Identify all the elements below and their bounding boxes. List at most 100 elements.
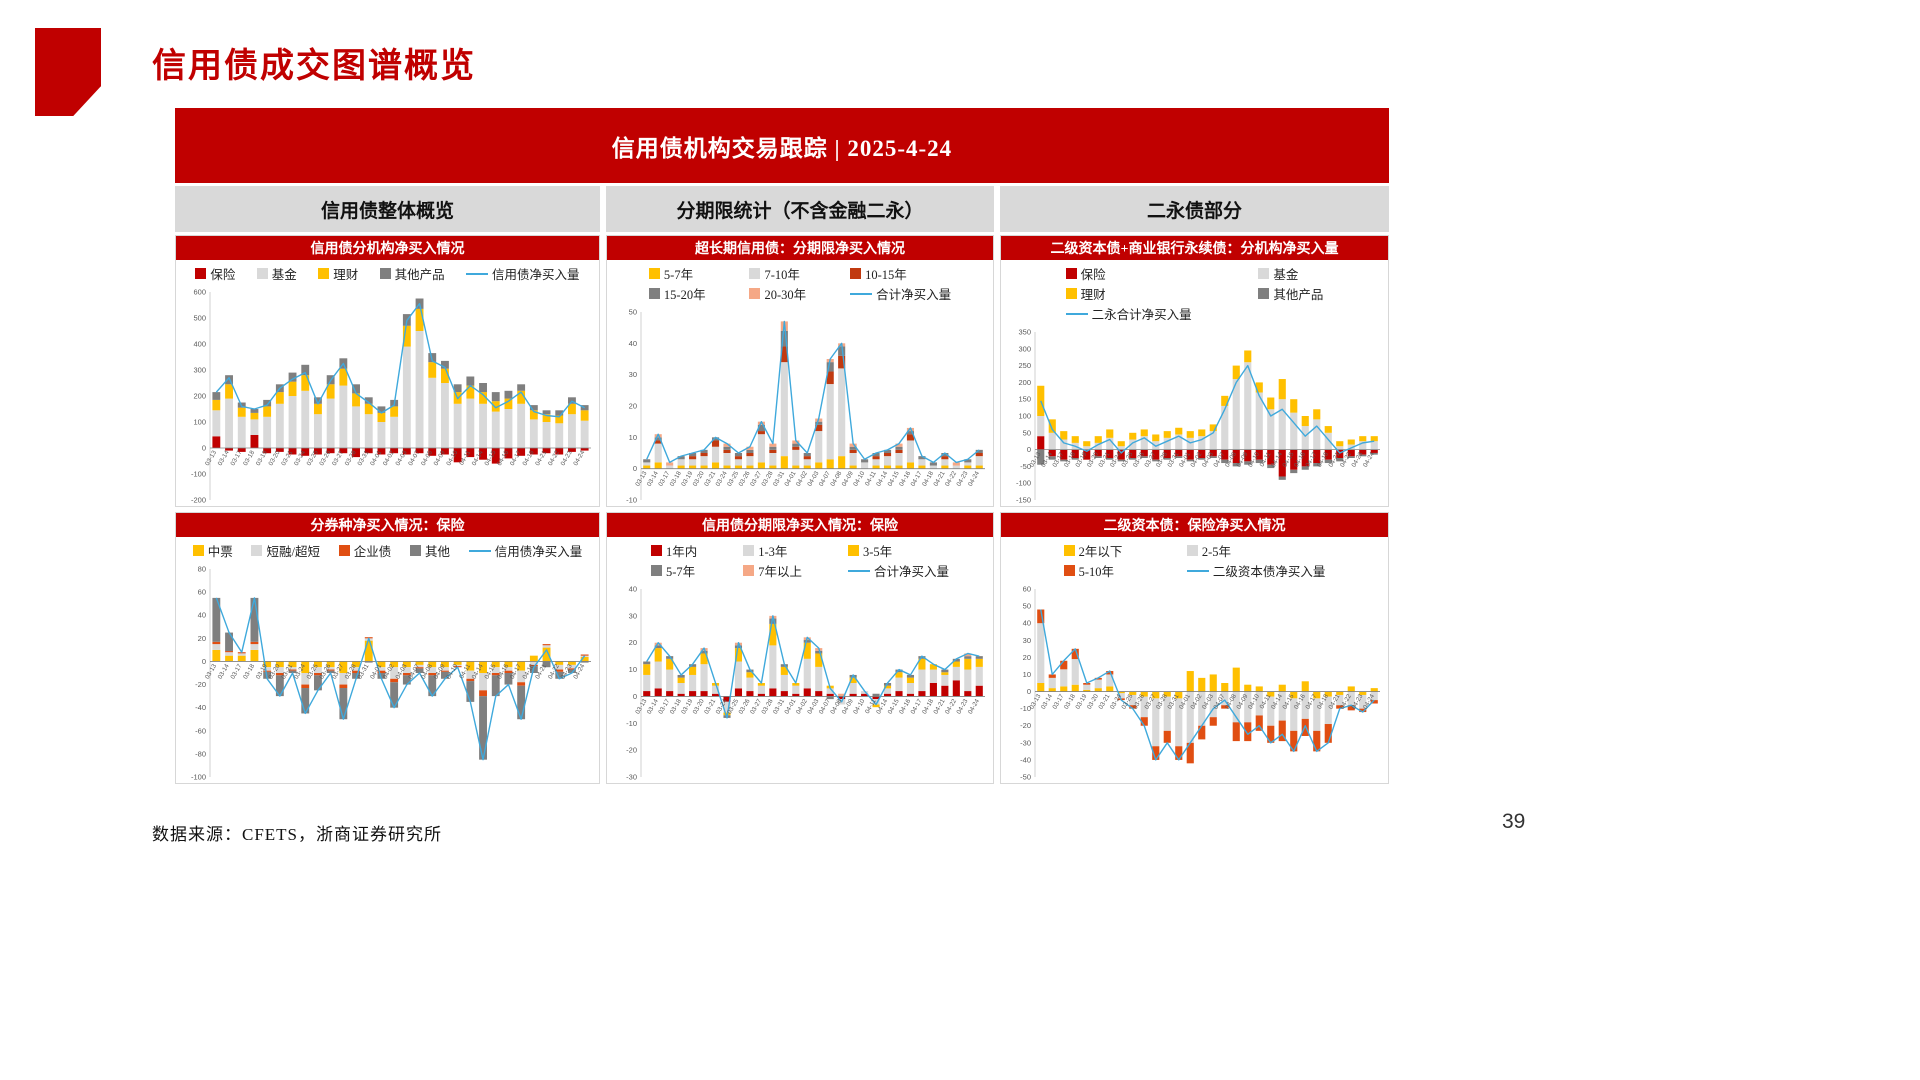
svg-text:0: 0 — [202, 657, 206, 666]
chart-title: 分券种净买入情况：保险 — [176, 513, 599, 537]
chart-panel-institution-net-buy: 信用债分机构净买入情况 保险 基金 理财 其他产品 信用债净买入量 -200 -100 0 1… — [175, 235, 600, 507]
legend-item: 信用债净买入量 — [466, 264, 580, 283]
svg-text:60: 60 — [198, 588, 206, 597]
legend-item: 中票 — [192, 541, 233, 560]
chart-plot: -10 0 10 20 30 40 50 03-13 03-14 03-17 03-18 03-19 0… — [607, 304, 993, 506]
svg-text:-30: -30 — [1020, 738, 1031, 747]
svg-text:150: 150 — [1018, 395, 1031, 404]
chart-panel-tier2-perpetual-institution: 二级资本债+商业银行永续债：分机构净买入量 保险 基金理财 其他产品二永合计净买入量… — [1000, 235, 1389, 507]
legend-item: 15-20年 — [648, 284, 706, 303]
legend-item: 合计净买入量 — [850, 284, 951, 303]
legend-label: 其他产品 — [1273, 288, 1324, 302]
chart-panel-ultralong-maturity: 超长期信用债：分期限净买入情况 5-7年 7-10年 10-15年 15-20年 20-… — [606, 235, 994, 507]
legend-item: 2-5年 — [1186, 541, 1326, 560]
legend-item: 保险 — [195, 264, 235, 283]
section-header-overall: 信用债整体概览 — [175, 186, 600, 232]
legend-item: 1-3年 — [743, 541, 802, 560]
legend-item: 5-7年 — [650, 561, 697, 580]
banner-title: 信用债机构交易跟踪 | 2025-4-24 — [611, 135, 953, 161]
svg-text:10: 10 — [1023, 670, 1031, 679]
content-table: 信用债机构交易跟踪 | 2025-4-24 信用债整体概览 分期限统计（不含金融… — [175, 108, 1389, 784]
legend-line-swatch — [468, 549, 491, 552]
legend-label: 二永合计净买入量 — [1091, 308, 1192, 322]
legend-line-swatch — [850, 292, 873, 295]
legend-line-swatch — [1186, 569, 1209, 572]
legend-color-swatch — [743, 565, 755, 576]
page-number: 39 — [1502, 810, 1526, 833]
legend-color-swatch — [195, 268, 207, 279]
legend-label: 理财 — [1080, 288, 1106, 302]
legend-item: 理财 — [318, 264, 358, 283]
legend-color-swatch — [1065, 288, 1077, 299]
legend-label: 15-20年 — [663, 288, 706, 302]
svg-text:350: 350 — [1018, 328, 1031, 337]
legend-item: 5-7年 — [648, 264, 706, 283]
chart-plot: -150 -100 -50 0 50 100 150 200 250 300 350 03-13 03-… — [1001, 324, 1388, 506]
legend-label: 其他产品 — [394, 268, 445, 282]
svg-text:0: 0 — [633, 464, 637, 473]
legend-color-swatch — [1186, 545, 1198, 556]
legend-item: 7年以上 — [743, 561, 802, 580]
section-header-row: 信用债整体概览 分期限统计（不含金融二永） 二永债部分 — [175, 186, 1389, 232]
svg-text:500: 500 — [193, 314, 206, 323]
chart-svg: -50-40-30-20-10010203040506003-1303-1403… — [1020, 585, 1380, 782]
chart-plot: -200 -100 0 100 200 300 400 500 600 03-13 03-14 03-… — [176, 284, 599, 506]
chart-legend: 1年内 1-3年 3-5年 5-7年 7年以上 合计净买入量 — [607, 537, 993, 581]
legend-item: 1年内 — [650, 541, 697, 560]
legend-color-swatch — [648, 268, 660, 279]
svg-text:-20: -20 — [1020, 721, 1031, 730]
legend-item: 7-10年 — [749, 264, 806, 283]
chart-panel-tier2-insurance: 二级资本债：保险净买入情况 2年以下 2-5年 5-10年 二级资本债净买入量 -50… — [1000, 512, 1389, 784]
legend-label: 合计净买入量 — [876, 288, 952, 302]
svg-text:20: 20 — [629, 402, 637, 411]
svg-text:-200: -200 — [191, 496, 206, 505]
legend-label: 1-3年 — [758, 545, 788, 559]
svg-text:200: 200 — [193, 392, 206, 401]
svg-text:-100: -100 — [191, 470, 206, 479]
svg-text:0: 0 — [633, 692, 637, 701]
svg-text:20: 20 — [1023, 653, 1031, 662]
chart-title: 信用债分机构净买入情况 — [176, 236, 599, 260]
svg-text:-10: -10 — [626, 496, 637, 505]
legend-item: 20-30年 — [749, 284, 806, 303]
chart-legend: 2年以下 2-5年 5-10年 二级资本债净买入量 — [1001, 537, 1388, 581]
svg-text:20: 20 — [629, 638, 637, 647]
svg-text:10: 10 — [629, 665, 637, 674]
legend-item: 企业债 — [338, 541, 392, 560]
legend-label: 3-5年 — [862, 545, 893, 559]
table-header-banner: 信用债机构交易跟踪 | 2025-4-24 — [175, 108, 1389, 183]
section-header-maturity: 分期限统计（不含金融二永） — [606, 186, 994, 232]
section-header-perpetual: 二永债部分 — [1000, 186, 1389, 232]
svg-text:04-24: 04-24 — [967, 698, 981, 716]
legend-label: 7-10年 — [764, 268, 800, 282]
legend-item: 其他产品 — [379, 264, 445, 283]
svg-text:300: 300 — [193, 366, 206, 375]
svg-text:-80: -80 — [195, 749, 206, 758]
brand-logo — [35, 28, 101, 116]
legend-color-swatch — [749, 268, 761, 279]
legend-label: 中票 — [207, 545, 233, 559]
chart-title: 信用债分期限净买入情况：保险 — [607, 513, 993, 537]
chart-title: 二级资本债+商业银行永续债：分机构净买入量 — [1001, 236, 1388, 260]
legend-label: 信用债净买入量 — [494, 545, 583, 559]
legend-item: 合计净买入量 — [847, 561, 949, 580]
chart-legend: 保险 基金理财 其他产品二永合计净买入量 — [1001, 260, 1388, 324]
legend-label: 5-7年 — [663, 268, 694, 282]
legend-item: 理财 — [1065, 284, 1192, 303]
legend-item: 保险 — [1065, 264, 1192, 283]
svg-text:-60: -60 — [195, 726, 206, 735]
svg-text:40: 40 — [198, 611, 206, 620]
legend-label: 2-5年 — [1201, 545, 1232, 559]
page-title: 信用债成交图谱概览 — [152, 47, 476, 85]
legend-item: 二级资本债净买入量 — [1186, 561, 1325, 580]
legend-label: 20-30年 — [764, 288, 807, 302]
legend-line-swatch — [847, 569, 870, 572]
legend-label: 理财 — [333, 268, 359, 282]
legend-label: 企业债 — [353, 545, 392, 559]
svg-text:60: 60 — [1023, 585, 1031, 594]
svg-text:-20: -20 — [195, 680, 206, 689]
chart-legend: 5-7年 7-10年 10-15年 15-20年 20-30年 合计净买入量 — [607, 260, 993, 304]
chart-svg: -100-80-60-40-2002040608003-1303-1403-17… — [191, 565, 591, 782]
legend-item: 基金 — [1258, 264, 1323, 283]
legend-color-swatch — [850, 268, 862, 279]
